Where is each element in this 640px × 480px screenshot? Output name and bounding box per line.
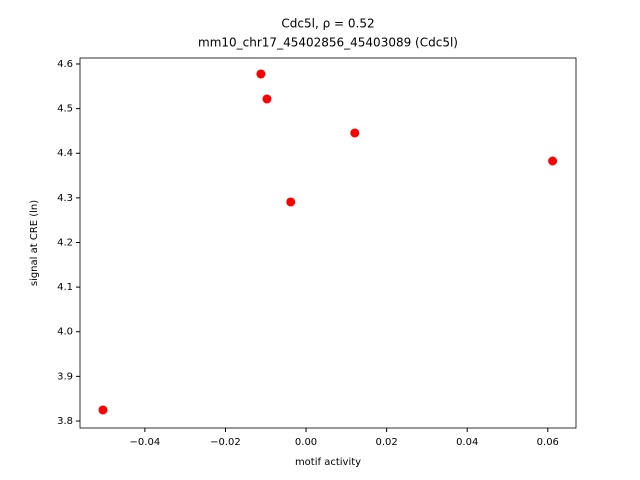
y-tick-label: 4.0 bbox=[57, 327, 73, 338]
chart-subtitle: mm10_chr17_45402856_45403089 (Cdc5l) bbox=[198, 36, 458, 50]
x-tick-label: 0.04 bbox=[456, 437, 478, 448]
point bbox=[350, 128, 360, 138]
point bbox=[286, 197, 296, 207]
y-tick-label: 4.4 bbox=[57, 148, 73, 159]
x-tick-label: 0.00 bbox=[295, 437, 317, 448]
x-axis-label: motif activity bbox=[295, 457, 361, 468]
y-tick-label: 4.5 bbox=[57, 104, 73, 115]
y-tick-label: 4.2 bbox=[57, 237, 73, 248]
y-tick-label: 4.3 bbox=[57, 193, 73, 204]
point bbox=[256, 69, 266, 79]
y-tick-label: 4.1 bbox=[57, 282, 73, 293]
x-tick-label: 0.02 bbox=[375, 437, 397, 448]
x-tick-label: 0.06 bbox=[537, 437, 559, 448]
y-tick-label: 3.9 bbox=[57, 371, 73, 382]
x-tick-label: −0.04 bbox=[130, 437, 161, 448]
y-axis-label: signal at CRE (ln) bbox=[29, 200, 40, 286]
chart-title: Cdc5l, ρ = 0.52 bbox=[281, 17, 374, 31]
y-tick-label: 4.6 bbox=[57, 59, 73, 70]
y-tick-label: 3.8 bbox=[57, 416, 73, 427]
point bbox=[98, 405, 108, 415]
point bbox=[262, 94, 272, 104]
plot-frame bbox=[79, 57, 577, 429]
x-tick-label: −0.02 bbox=[210, 437, 241, 448]
point bbox=[548, 156, 558, 166]
